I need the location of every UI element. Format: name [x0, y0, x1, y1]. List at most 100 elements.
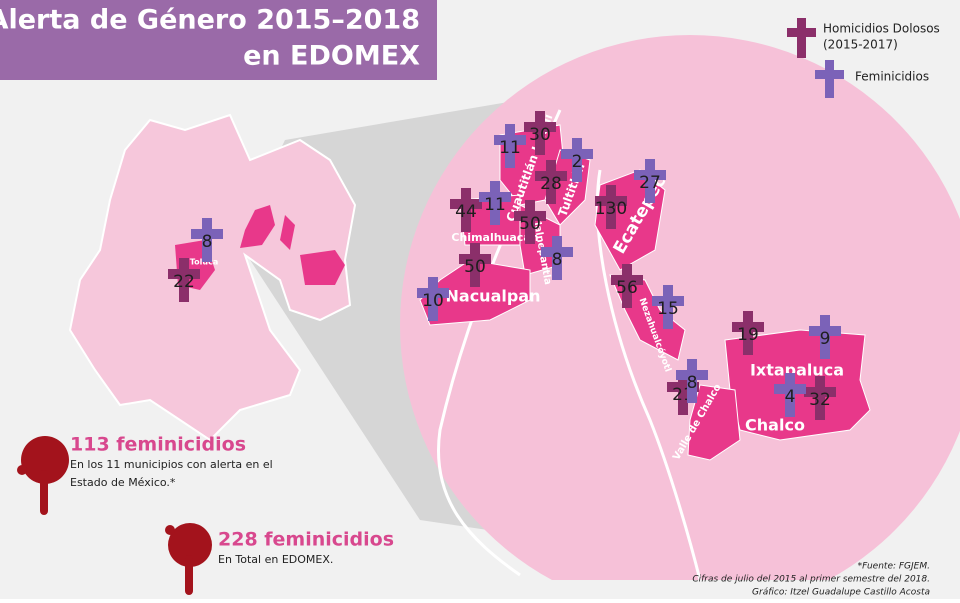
cross-icon [663, 285, 673, 329]
cross-icon [732, 322, 764, 332]
legend-icon [787, 18, 816, 58]
cross-icon [470, 243, 480, 287]
cross-icon [535, 111, 545, 155]
marker: 9 [809, 315, 841, 359]
marker: 2 [561, 138, 593, 182]
cross-icon [743, 311, 753, 355]
cross-icon [561, 149, 593, 159]
count-label: 50 [464, 257, 486, 277]
count-label: 50 [519, 214, 541, 234]
cross-icon [611, 275, 643, 285]
count-label: 15 [657, 299, 679, 319]
stat-text: En Total en EDOMEX. [218, 553, 333, 566]
alert-area [240, 205, 295, 250]
dynamic-layer: Toluca228Cuautitlán Izcalli3011Tultitlán… [70, 111, 930, 598]
cross-icon [774, 384, 806, 394]
cross-icon [804, 387, 836, 397]
marker: 11 [494, 124, 526, 168]
cross-icon [815, 376, 825, 420]
marker: 30 [524, 111, 556, 155]
count-label: 2 [572, 152, 583, 172]
stat-headline: 113 feminicidios [70, 434, 246, 456]
marker: 56 [611, 264, 643, 308]
cross-icon [461, 188, 471, 232]
cross-icon [572, 138, 582, 182]
marker: 10 [417, 277, 449, 321]
cross-icon [524, 122, 556, 132]
alert-area [300, 250, 345, 285]
cross-icon [645, 159, 655, 203]
cross-icon [667, 382, 699, 392]
cross-icon [687, 359, 697, 403]
marker: 27 [634, 159, 666, 203]
marker: 44 [450, 188, 482, 232]
cross-icon [505, 124, 515, 168]
cross-icon [652, 296, 684, 306]
cross-icon [191, 229, 223, 239]
municipality-label: Ixtapaluca [750, 361, 844, 380]
cross-icon [820, 315, 830, 359]
cross-icon [546, 160, 556, 204]
cross-icon [676, 370, 708, 380]
count-label: 8 [687, 373, 698, 393]
stat-text: Estado de México.* [70, 476, 176, 489]
municipality-label: Nacualpan [446, 287, 541, 306]
marker: 11 [479, 181, 511, 225]
cross-icon [678, 371, 688, 415]
cross-icon [479, 192, 511, 202]
title: en EDOMEX [243, 41, 420, 72]
footer-note: *Fuente: FGJEM. [858, 562, 930, 572]
marker: 8 [541, 236, 573, 280]
municipality-label: Chimalhuacán [451, 231, 538, 244]
count-label: 30 [529, 125, 551, 145]
background [400, 580, 960, 603]
footer-note: Cifras de julio del 2015 al primer semes… [692, 575, 930, 585]
cross-icon [535, 171, 567, 181]
count-label: 19 [737, 325, 759, 345]
cross-icon [809, 326, 841, 336]
count-label: 32 [809, 390, 831, 410]
cross-icon [622, 264, 632, 308]
count-label: 22 [173, 272, 195, 292]
count-label: 9 [820, 329, 831, 349]
marker: 22 [168, 258, 200, 302]
footer-note: Gráfico: Itzel Guadalupe Castillo Acosta [752, 588, 930, 598]
stat-headline: 228 feminicidios [218, 529, 394, 551]
blood-icon [17, 436, 69, 515]
cross-icon [634, 170, 666, 180]
municipality-shape [687, 384, 741, 461]
state-map [68, 113, 357, 442]
count-label: 27 [639, 173, 661, 193]
cross-icon [595, 196, 627, 206]
cross-icon [202, 218, 212, 262]
marker: 8 [191, 218, 223, 262]
cross-icon [785, 373, 795, 417]
count-label: 28 [540, 174, 562, 194]
legend-label: (2015-2017) [823, 38, 898, 52]
count-label: 10 [422, 291, 444, 311]
cross-icon [428, 277, 438, 321]
cross-icon [459, 254, 491, 264]
legend-label: Feminicidios [855, 70, 929, 84]
marker: 50 [459, 243, 491, 287]
cross-icon [552, 236, 562, 280]
legend-label: Homicidios Dolosos [823, 22, 940, 36]
marker: 32 [804, 376, 836, 420]
count-label: 8 [202, 232, 213, 252]
marker: 19 [732, 311, 764, 355]
marker: 15 [652, 285, 684, 329]
count-label: 8 [552, 250, 563, 270]
cross-icon [417, 288, 449, 298]
title-banner [0, 0, 437, 80]
marker: 8 [676, 359, 708, 403]
cross-icon [494, 135, 526, 145]
stat-text: En los 11 municipios con alerta en el [70, 458, 273, 471]
count-label: 56 [616, 278, 638, 298]
cross-icon [541, 247, 573, 257]
marker: 28 [535, 160, 567, 204]
cross-icon [490, 181, 500, 225]
cross-icon [606, 185, 616, 229]
marker: 4 [774, 373, 806, 417]
marker: 130 [595, 185, 627, 229]
